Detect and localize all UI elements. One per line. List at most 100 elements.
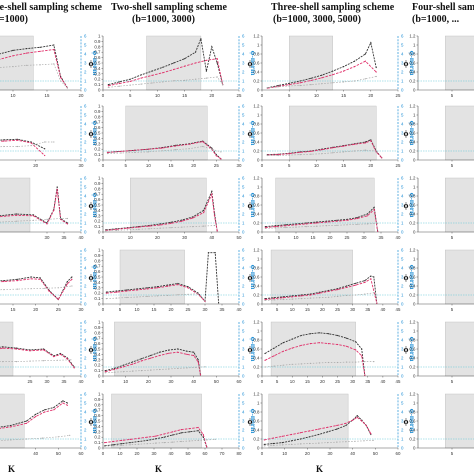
data-point bbox=[310, 79, 312, 82]
data-point bbox=[126, 289, 128, 291]
y-tick-label: 0 bbox=[413, 88, 416, 93]
data-point bbox=[305, 223, 307, 225]
x-tick-label: 15 bbox=[341, 163, 346, 168]
data-point bbox=[150, 354, 152, 357]
x-tick-label: 50 bbox=[214, 379, 219, 384]
y2-tick-label: 0 bbox=[84, 446, 87, 451]
data-point bbox=[107, 85, 109, 87]
y2-tick-label: 0 bbox=[242, 158, 245, 163]
y-axis-label: ϕ bbox=[89, 345, 94, 354]
x-tick-label: 0 bbox=[102, 235, 105, 240]
data-point bbox=[116, 290, 118, 292]
data-point bbox=[300, 295, 302, 297]
y-tick-label: 0.1 bbox=[94, 152, 101, 157]
series-line-1 bbox=[0, 138, 45, 150]
series-line-3 bbox=[106, 293, 199, 299]
data-point bbox=[216, 62, 218, 64]
series-line-3 bbox=[0, 141, 54, 148]
data-point bbox=[173, 80, 175, 82]
data-point bbox=[29, 349, 31, 351]
data-point bbox=[35, 415, 37, 418]
x-tick-label: 30 bbox=[79, 307, 84, 312]
data-point bbox=[364, 53, 366, 55]
data-point bbox=[44, 409, 46, 411]
data-point bbox=[361, 420, 363, 422]
data-point bbox=[134, 149, 136, 151]
x-tick-label: 5 bbox=[288, 93, 291, 98]
data-point bbox=[353, 143, 356, 145]
data-point bbox=[299, 80, 301, 82]
data-point bbox=[273, 355, 275, 357]
y-axis-label: ϕ bbox=[248, 417, 253, 426]
y-tick-label: 0.8 bbox=[253, 122, 260, 127]
data-point bbox=[300, 363, 302, 365]
y-tick-label: 0.4 bbox=[94, 136, 101, 141]
y2-tick-label: 4 bbox=[84, 410, 87, 415]
data-point bbox=[355, 361, 357, 363]
x-tick-label: 35 bbox=[62, 235, 67, 240]
y2-tick-label: 5 bbox=[84, 113, 87, 118]
data-point bbox=[321, 83, 323, 85]
data-point bbox=[173, 68, 175, 71]
y-tick-label: 0.4 bbox=[409, 212, 416, 217]
y2-tick-label: 6 bbox=[401, 34, 404, 39]
data-point bbox=[206, 439, 208, 441]
y-tick-label: 1.2 bbox=[409, 176, 416, 181]
y-tick-label: 0.6 bbox=[409, 275, 416, 280]
x-tick-label: 30 bbox=[362, 235, 367, 240]
y2-tick-label: 5 bbox=[84, 329, 87, 334]
data-point bbox=[343, 70, 345, 72]
column-title-4-line-1: Four-shell sampling scheme bbox=[412, 2, 474, 13]
data-point bbox=[337, 343, 339, 346]
y-tick-label: 0.6 bbox=[409, 347, 416, 352]
x-tick-label: 20 bbox=[328, 235, 333, 240]
x-tick-label: 40 bbox=[209, 235, 214, 240]
data-point bbox=[300, 298, 302, 300]
data-point bbox=[364, 60, 366, 62]
x-tick-label: 40 bbox=[350, 451, 355, 456]
y2-tick-label: 2 bbox=[84, 284, 87, 289]
y2-tick-label: 5 bbox=[242, 257, 245, 262]
y-tick-label: 0.8 bbox=[94, 258, 101, 263]
data-point bbox=[174, 145, 177, 147]
data-point bbox=[140, 370, 143, 372]
chart-panel-r1-c4: 0 0.2 0.4 0.6 0.8 1 1.2 0 1 2 3 4 5 6 5 ϕϕ-norm bbox=[404, 34, 474, 98]
data-point bbox=[39, 64, 41, 66]
data-point bbox=[299, 84, 301, 87]
data-point bbox=[126, 229, 129, 231]
data-point bbox=[277, 154, 279, 157]
series-line-2 bbox=[108, 58, 224, 87]
data-point bbox=[275, 225, 277, 227]
x-tick-label: 30 bbox=[350, 379, 355, 384]
chart-panel-r6-c4: 0 0.2 0.4 0.6 0.8 1 1.2 0 1 2 3 4 5 6 5 ϕϕ-norm bbox=[404, 392, 474, 456]
data-point bbox=[327, 431, 329, 433]
y2-tick-label: 5 bbox=[401, 401, 404, 406]
data-point bbox=[168, 349, 170, 351]
data-point bbox=[309, 430, 311, 432]
data-point bbox=[112, 444, 114, 446]
y-tick-label: 1 bbox=[413, 401, 416, 406]
y-tick-label: 0.7 bbox=[94, 264, 101, 269]
y-tick-label: 0.2 bbox=[409, 365, 416, 370]
x-tick-label: 15 bbox=[11, 307, 16, 312]
x-tick-label: 30 bbox=[237, 163, 242, 168]
data-point bbox=[282, 350, 284, 352]
y-tick-label: 1 bbox=[257, 113, 260, 118]
y-tick-label: 0.9 bbox=[94, 181, 101, 186]
x-tick-label: 25 bbox=[56, 307, 61, 312]
data-point bbox=[315, 222, 317, 224]
data-point bbox=[291, 347, 293, 349]
y-tick-label: 0.1 bbox=[94, 440, 101, 445]
x-tick-label: 20 bbox=[33, 307, 38, 312]
series-line-2 bbox=[0, 402, 68, 429]
data-point bbox=[266, 87, 268, 89]
x-tick-label: 30 bbox=[203, 307, 208, 312]
data-point bbox=[177, 284, 179, 286]
data-point bbox=[73, 367, 75, 369]
data-point bbox=[295, 226, 297, 228]
x-tick-label: 30 bbox=[169, 379, 174, 384]
y-tick-label: 1 bbox=[98, 392, 101, 397]
data-point bbox=[218, 302, 220, 304]
data-point bbox=[285, 226, 287, 229]
y2-tick-label: 0 bbox=[242, 374, 245, 379]
